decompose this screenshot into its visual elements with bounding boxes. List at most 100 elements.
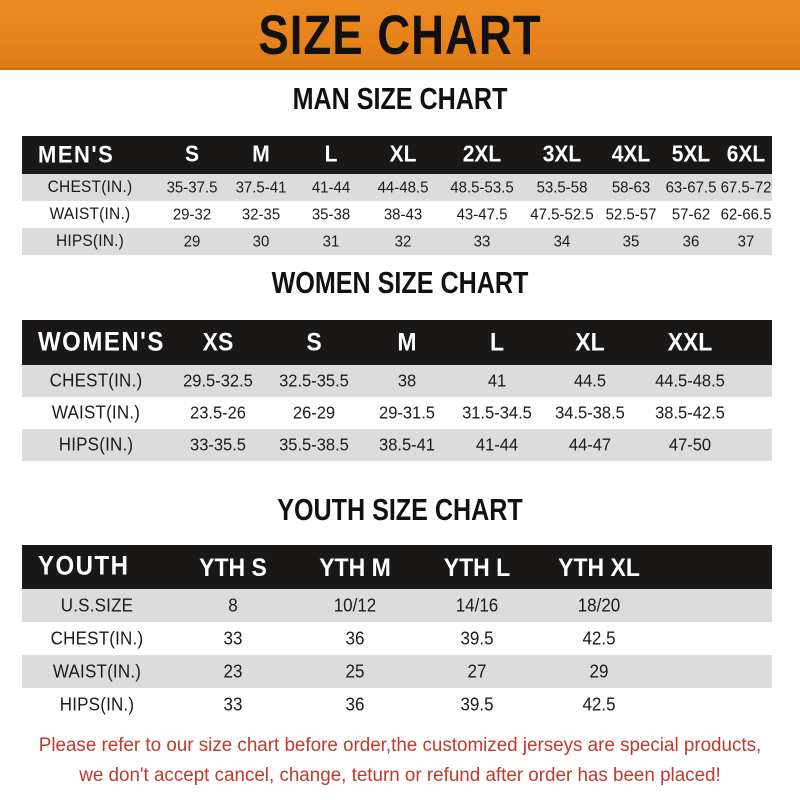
youth-size-table-wrap: YOUTH YTH S YTH M YTH L YTH XL U.S.SIZE 8 10/12… xyxy=(22,545,772,721)
table-row: HIPS(IN.) 33 36 39.5 42.5 xyxy=(22,688,772,721)
men-cell-1-6: 52.5-57 xyxy=(600,201,662,228)
men-cell-0-5: 53.5-58 xyxy=(524,174,600,201)
women-row-label-2: HIPS(IN.) xyxy=(22,429,170,461)
men-row-label-1: WAIST(IN.) xyxy=(22,201,158,228)
youth-cell-0-1: 10/12 xyxy=(294,589,416,622)
men-cell-0-2: 41-44 xyxy=(296,174,366,201)
section-title-youth: YOUTH SIZE CHART xyxy=(277,493,523,527)
youth-cell-0-0: 8 xyxy=(172,589,294,622)
youth-cell-2-2: 27 xyxy=(416,655,538,688)
women-size-header-0: XS xyxy=(170,320,266,365)
men-size-header-6: 4XL xyxy=(600,136,662,174)
table-row: WAIST(IN.) 23.5-26 26-29 29-31.5 31.5-34.5 34… xyxy=(22,397,772,429)
men-cell-1-5: 47.5-52.5 xyxy=(524,201,600,228)
men-cell-2-2: 31 xyxy=(296,228,366,255)
youth-size-header-1: YTH M xyxy=(294,545,416,589)
men-cell-0-1: 37.5-41 xyxy=(226,174,296,201)
youth-cell-1-3: 42.5 xyxy=(538,622,660,655)
men-cell-2-0: 29 xyxy=(158,228,226,255)
men-cell-0-0: 35-37.5 xyxy=(158,174,226,201)
youth-row-label-3: HIPS(IN.) xyxy=(22,688,172,721)
men-cell-1-0: 29-32 xyxy=(158,201,226,228)
table-row: CHEST(IN.) 35-37.5 37.5-41 41-44 44-48.5 48.5… xyxy=(22,174,772,201)
banner: SIZE CHART xyxy=(0,0,800,70)
women-size-header-1: S xyxy=(266,320,362,365)
youth-cell-1-1: 36 xyxy=(294,622,416,655)
women-cell-0-2: 38 xyxy=(362,365,452,397)
men-cell-2-6: 35 xyxy=(600,228,662,255)
men-cell-2-4: 33 xyxy=(440,228,524,255)
youth-cell-1-0: 33 xyxy=(172,622,294,655)
men-cell-1-8: 62-66.5 xyxy=(720,201,772,228)
table-row: HIPS(IN.) 29 30 31 32 33 34 35 36 37 xyxy=(22,228,772,255)
men-table-body: MEN'S S M L XL 2XL 3XL 4XL 5XL 6XL CHEST(IN.) 35-37… xyxy=(22,136,772,255)
order-policy-note: Please refer to our size chart before or… xyxy=(4,731,796,791)
men-cell-1-3: 38-43 xyxy=(366,201,440,228)
men-size-header-7: 5XL xyxy=(662,136,720,174)
women-cell-1-5: 38.5-42.5 xyxy=(638,397,742,429)
men-size-header-3: XL xyxy=(366,136,440,174)
men-header-label: MEN'S xyxy=(22,136,158,174)
women-size-table: WOMEN'S XS S M L XL XXL CHEST(IN.) 29.5-32.5 32.5… xyxy=(22,320,772,461)
men-cell-2-8: 37 xyxy=(720,228,772,255)
men-cell-1-4: 43-47.5 xyxy=(440,201,524,228)
women-cell-0-4: 44.5 xyxy=(542,365,638,397)
youth-row-label-2: WAIST(IN.) xyxy=(22,655,172,688)
table-row: CHEST(IN.) 33 36 39.5 42.5 xyxy=(22,622,772,655)
men-cell-2-5: 34 xyxy=(524,228,600,255)
men-cell-0-7: 63-67.5 xyxy=(662,174,720,201)
women-cell-2-6 xyxy=(742,429,772,461)
men-size-table-wrap: MEN'S S M L XL 2XL 3XL 4XL 5XL 6XL CHEST(IN.) 35-37… xyxy=(22,136,772,255)
youth-size-header-3: YTH XL xyxy=(538,545,660,589)
youth-cell-0-3: 18/20 xyxy=(538,589,660,622)
youth-cell-0-2: 14/16 xyxy=(416,589,538,622)
youth-header-label: YOUTH xyxy=(22,545,172,589)
men-size-header-8: 6XL xyxy=(720,136,772,174)
men-size-header-4: 2XL xyxy=(440,136,524,174)
women-size-header-2: M xyxy=(362,320,452,365)
women-cell-2-2: 38.5-41 xyxy=(362,429,452,461)
youth-cell-2-3: 29 xyxy=(538,655,660,688)
women-cell-2-3: 41-44 xyxy=(452,429,542,461)
women-row-label-0: CHEST(IN.) xyxy=(22,365,170,397)
page-title: SIZE CHART xyxy=(258,2,542,66)
men-cell-2-3: 32 xyxy=(366,228,440,255)
women-cell-2-5: 47-50 xyxy=(638,429,742,461)
youth-size-header-0: YTH S xyxy=(172,545,294,589)
men-size-header-5: 3XL xyxy=(524,136,600,174)
women-cell-0-3: 41 xyxy=(452,365,542,397)
men-cell-0-3: 44-48.5 xyxy=(366,174,440,201)
youth-cell-3-2: 39.5 xyxy=(416,688,538,721)
section-title-women: WOMEN SIZE CHART xyxy=(271,266,529,300)
men-cell-0-4: 48.5-53.5 xyxy=(440,174,524,201)
women-cell-1-3: 31.5-34.5 xyxy=(452,397,542,429)
youth-row-label-0: U.S.SIZE xyxy=(22,589,172,622)
youth-cell-3-3: 42.5 xyxy=(538,688,660,721)
women-cell-0-0: 29.5-32.5 xyxy=(170,365,266,397)
youth-size-header-4 xyxy=(660,545,772,589)
youth-cell-1-2: 39.5 xyxy=(416,622,538,655)
youth-cell-3-1: 36 xyxy=(294,688,416,721)
women-cell-2-0: 33-35.5 xyxy=(170,429,266,461)
men-cell-2-1: 30 xyxy=(226,228,296,255)
youth-cell-0-4 xyxy=(660,589,772,622)
note-line-1: Please refer to our size chart before or… xyxy=(38,735,762,756)
women-size-header-5: XXL xyxy=(638,320,742,365)
men-size-header-2: L xyxy=(296,136,366,174)
youth-cell-2-0: 23 xyxy=(172,655,294,688)
youth-cell-2-4 xyxy=(660,655,772,688)
men-size-header-1: M xyxy=(226,136,296,174)
table-row: WAIST(IN.) 29-32 32-35 35-38 38-43 43-47.5 47.… xyxy=(22,201,772,228)
women-size-header-3: L xyxy=(452,320,542,365)
men-row-label-0: CHEST(IN.) xyxy=(22,174,158,201)
women-cell-2-4: 44-47 xyxy=(542,429,638,461)
men-size-header-0: S xyxy=(158,136,226,174)
men-cell-1-1: 32-35 xyxy=(226,201,296,228)
women-cell-0-5: 44.5-48.5 xyxy=(638,365,742,397)
youth-header-row: YOUTH YTH S YTH M YTH L YTH XL xyxy=(22,545,772,589)
women-cell-0-1: 32.5-35.5 xyxy=(266,365,362,397)
men-cell-0-8: 67.5-72 xyxy=(720,174,772,201)
women-row-label-1: WAIST(IN.) xyxy=(22,397,170,429)
men-header-row: MEN'S S M L XL 2XL 3XL 4XL 5XL 6XL xyxy=(22,136,772,174)
